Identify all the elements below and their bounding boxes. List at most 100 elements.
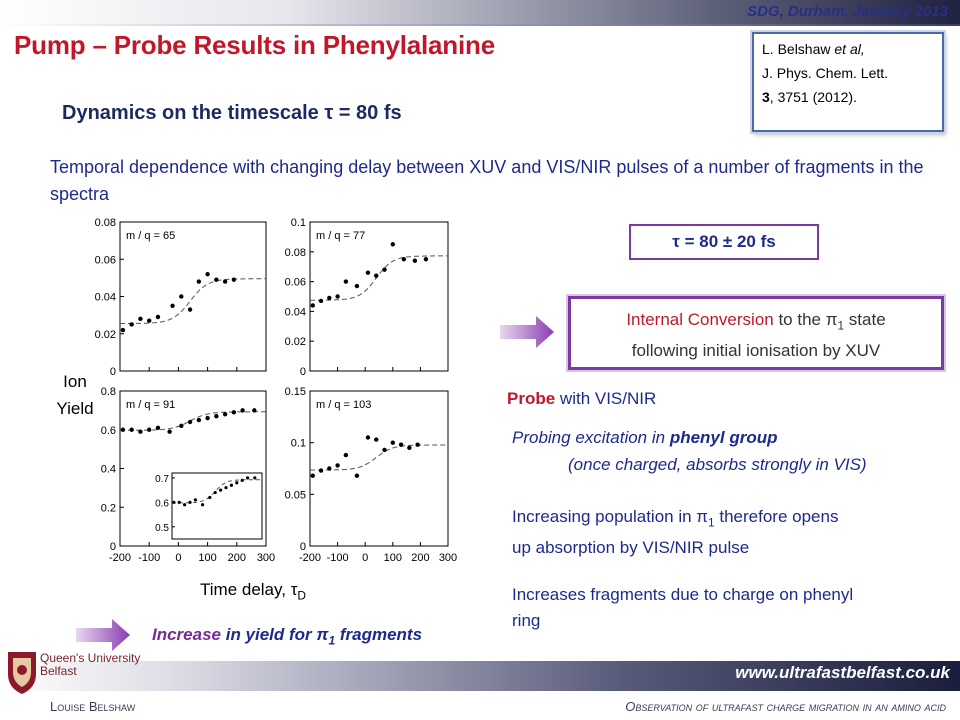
fragments-text: Increases fragments due to charge on phe… bbox=[512, 585, 854, 630]
data-point bbox=[310, 303, 315, 308]
inset-data-point bbox=[235, 481, 239, 485]
data-point bbox=[205, 415, 210, 421]
data-point bbox=[231, 410, 237, 415]
data-point bbox=[147, 318, 152, 323]
data-point bbox=[155, 425, 161, 431]
data-point bbox=[179, 294, 184, 299]
data-point bbox=[252, 408, 257, 413]
data-point bbox=[222, 412, 228, 417]
inset-data-point bbox=[253, 476, 257, 480]
inset-frame bbox=[171, 472, 263, 540]
inset-data-point bbox=[246, 476, 250, 480]
tau-result-box: τ = 80 ± 20 fs bbox=[629, 224, 819, 260]
reference-journal: J. Phys. Chem. Lett. bbox=[762, 65, 889, 81]
fit-curve bbox=[310, 444, 448, 471]
subtitle: Dynamics on the timescale τ = 80 fs bbox=[62, 102, 402, 124]
data-point bbox=[138, 316, 143, 322]
conference-label: SDG, Durham, January 2013 bbox=[747, 3, 948, 20]
y-tick-label: 0.04 bbox=[285, 306, 306, 318]
inset-data-point bbox=[229, 483, 233, 487]
inset-data-point bbox=[219, 488, 223, 492]
x-tick-label: 300 bbox=[439, 552, 457, 564]
chart-frame bbox=[309, 221, 449, 372]
data-point bbox=[407, 445, 412, 451]
data-point bbox=[187, 419, 193, 425]
x-tick-label: -100 bbox=[327, 552, 349, 564]
data-point bbox=[179, 423, 184, 429]
x-tick-label: 200 bbox=[228, 552, 246, 564]
y-tick-label: 0 bbox=[110, 366, 116, 378]
x-tick-label: 0 bbox=[362, 552, 368, 564]
data-point bbox=[401, 257, 407, 262]
y-tick-label: 0.08 bbox=[285, 247, 306, 259]
fit-curve bbox=[120, 278, 266, 324]
panel-title: m / q = 103 bbox=[316, 399, 371, 411]
data-point bbox=[335, 463, 340, 468]
footer-url[interactable]: www.ultrafastbelfast.co.uk bbox=[735, 663, 950, 682]
probe-text: Probe with VIS/NIR bbox=[507, 389, 657, 408]
data-point bbox=[120, 327, 126, 333]
data-point bbox=[365, 435, 371, 440]
y-tick-label: 0 bbox=[110, 541, 116, 553]
data-point bbox=[155, 314, 161, 320]
data-point bbox=[354, 473, 360, 478]
inset-data-point bbox=[193, 498, 197, 502]
x-axis-label: Time delay, τD bbox=[200, 580, 307, 603]
y-tick-label: 0.4 bbox=[101, 464, 116, 476]
x-tick-label: 300 bbox=[257, 552, 275, 564]
top-banner bbox=[0, 0, 960, 24]
data-point bbox=[214, 277, 219, 282]
inset-data-point bbox=[208, 495, 212, 500]
probing-text: Probing excitation in phenyl group (once… bbox=[512, 428, 867, 474]
data-point bbox=[365, 270, 371, 275]
data-point bbox=[170, 303, 175, 309]
panel-title: m / q = 65 bbox=[126, 230, 175, 242]
y-tick-label: 0.8 bbox=[101, 386, 116, 398]
y-tick-label: 0.02 bbox=[95, 329, 116, 341]
inset-data-point bbox=[188, 500, 192, 504]
inset-fit-curve bbox=[172, 479, 262, 504]
data-point bbox=[196, 279, 202, 284]
conclusion-arrow-icon bbox=[76, 619, 130, 651]
chart-frame bbox=[309, 390, 449, 547]
inset-data-point bbox=[177, 500, 181, 504]
x-tick-label: 100 bbox=[198, 552, 216, 564]
y-tick-label: 0.2 bbox=[101, 502, 116, 514]
data-point bbox=[390, 242, 395, 247]
talk-subtitle: Observation of ultrafast charge migratio… bbox=[625, 699, 946, 714]
x-tick-label: -100 bbox=[138, 552, 160, 564]
fit-curve bbox=[120, 411, 266, 431]
x-tick-label: 200 bbox=[411, 552, 429, 564]
y-tick-label: 0 bbox=[300, 366, 306, 378]
x-tick-label: -200 bbox=[109, 552, 131, 564]
data-point bbox=[129, 322, 134, 327]
data-point bbox=[423, 257, 429, 262]
slide-title: Pump – Probe Results in Phenylalanine bbox=[14, 30, 495, 60]
data-point bbox=[187, 307, 193, 312]
data-point bbox=[335, 294, 340, 299]
data-point bbox=[398, 442, 404, 447]
data-point bbox=[354, 283, 360, 289]
fit-curve bbox=[310, 255, 448, 301]
data-point bbox=[147, 427, 152, 432]
inset-data-point bbox=[172, 500, 176, 504]
data-point bbox=[167, 429, 172, 434]
inset-data-point bbox=[201, 503, 205, 507]
data-point bbox=[318, 298, 324, 304]
y-tick-label: 0 bbox=[300, 541, 306, 553]
fragment-charts: 0 0.02 0.04 0.06 0.08 m / q = 65 0 0.02 0.04 0.06… bbox=[95, 217, 458, 564]
data-point bbox=[231, 277, 237, 282]
university-logo-text: Queen's University Belfast bbox=[40, 651, 141, 678]
y-tick-label: 0.05 bbox=[285, 489, 306, 501]
y-tick-label: 0.15 bbox=[285, 386, 306, 398]
internal-conversion-box: Internal Conversion to the π1 state foll… bbox=[568, 296, 944, 370]
inset-data-point bbox=[213, 490, 217, 495]
x-tick-label: 0 bbox=[175, 552, 181, 564]
reference-box: L. Belshaw et al, J. Phys. Chem. Lett. 3… bbox=[752, 32, 944, 132]
data-point bbox=[343, 452, 349, 458]
data-point bbox=[374, 437, 379, 442]
intro-text: Temporal dependence with changing delay … bbox=[50, 157, 924, 204]
top-banner-line bbox=[0, 24, 960, 26]
x-tick-label: 100 bbox=[384, 552, 402, 564]
data-point bbox=[382, 447, 387, 453]
